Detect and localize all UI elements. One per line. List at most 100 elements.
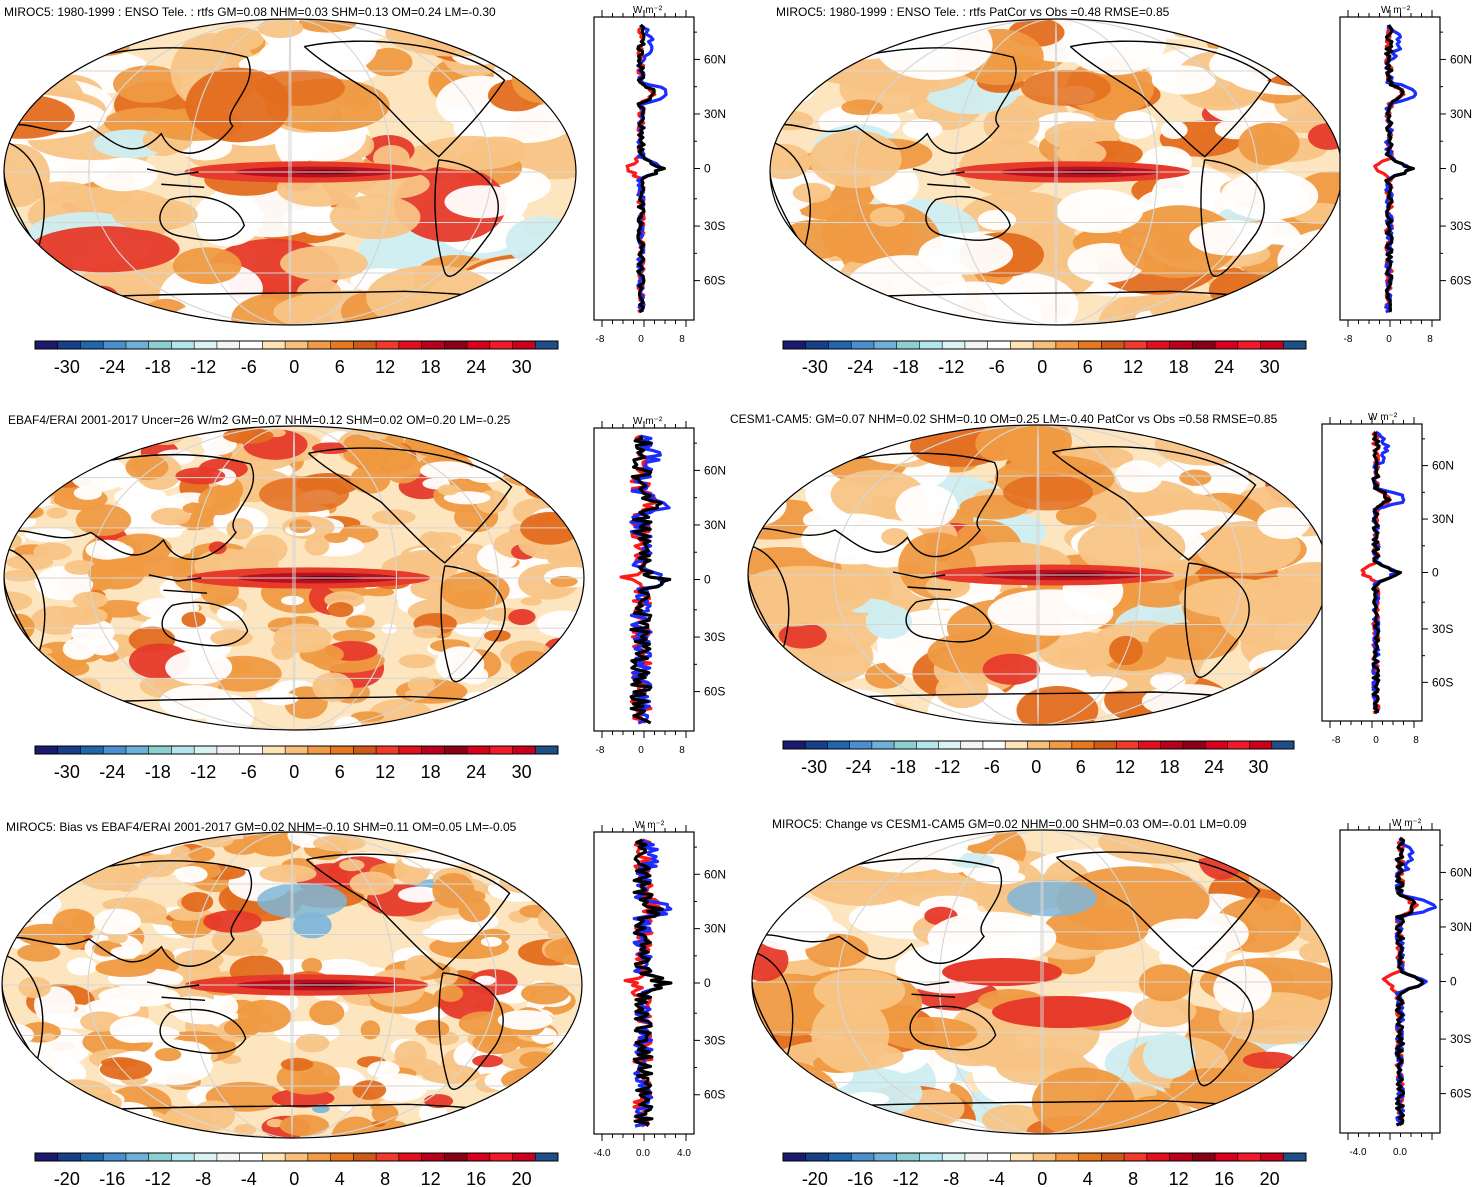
- map-anomaly-cell: [29, 226, 180, 273]
- colorbar-swatch: [353, 746, 377, 754]
- colorbar-swatch: [1283, 341, 1307, 349]
- map-anomaly-cell: [49, 1117, 124, 1138]
- colorbar-label: -6: [989, 357, 1005, 377]
- map-anomaly-cell: [427, 426, 501, 446]
- map-anomaly-cell: [983, 103, 1040, 147]
- colorbar-label: -20: [54, 1169, 80, 1187]
- map-anomaly-cell: [1221, 171, 1319, 220]
- map-anomaly-cell: [98, 985, 180, 1007]
- map-anomaly-cell: [49, 297, 126, 325]
- colorbar-swatch: [330, 746, 354, 754]
- map-anomaly-cell: [78, 859, 144, 891]
- colorbar-label: 12: [1169, 1169, 1189, 1187]
- map-anomaly-cell: [500, 454, 564, 488]
- map-anomaly-cell: [489, 40, 534, 61]
- colorbar-6: -20 -16 -12 -8 -4 0 4 8 12 16 20: [782, 1152, 1307, 1187]
- map-anomaly-cell: [3, 840, 40, 852]
- zonal-profile-5: W m⁻² -4.0 0.0 4.0 60N 30N 0 30S 60S: [593, 820, 726, 1159]
- map-anomaly-cell: [1250, 666, 1290, 689]
- map-anomaly-cell: [88, 1113, 127, 1135]
- colorbar-swatch: [467, 341, 491, 349]
- map-anomaly-cell: [505, 216, 576, 267]
- map-anomaly-cell: [75, 504, 132, 536]
- colorbar-swatch: [398, 1153, 422, 1161]
- colorbar-swatch: [421, 341, 445, 349]
- colorbar-swatch: [987, 341, 1011, 349]
- north-pacific-anomaly: [255, 69, 345, 106]
- colorbar-swatch: [805, 341, 829, 349]
- map-anomaly-cell: [85, 285, 119, 309]
- map-anomaly-cell: [150, 507, 191, 526]
- map-anomaly-cell: [778, 622, 827, 649]
- map-anomaly-cell: [203, 910, 262, 933]
- colorbar-label: 6: [335, 762, 345, 782]
- map-anomaly-cell: [536, 713, 584, 730]
- colorbar-swatch: [330, 1153, 354, 1161]
- colorbar-swatch: [285, 341, 309, 349]
- colorbar-swatch: [444, 1153, 468, 1161]
- map-anomaly-cell: [481, 700, 535, 721]
- map-anomaly-cell: [489, 698, 540, 720]
- colorbar-swatch: [535, 746, 559, 754]
- map-anomaly-cell: [329, 195, 421, 240]
- map-anomaly-cell: [4, 434, 39, 466]
- profile-lat-label: 60N: [704, 463, 726, 477]
- profile-lat-label: 60N: [704, 52, 726, 66]
- colorbar-2: -30 -24 -18 -12 -6 0 6 12 18 24 30: [782, 340, 1307, 377]
- map-anomaly-cell: [865, 604, 913, 639]
- map-anomaly-cell: [88, 557, 145, 590]
- map-anomaly-cell: [181, 892, 214, 913]
- profile-xtick-label: 0.0: [636, 1148, 650, 1159]
- colorbar-swatch: [262, 341, 286, 349]
- profile-lat-label: 30S: [1450, 1032, 1471, 1046]
- colorbar-label: 6: [1083, 357, 1093, 377]
- colorbar-label: -4: [989, 1169, 1005, 1187]
- map-anomaly-cell: [352, 1080, 387, 1100]
- colorbar-swatch: [1124, 341, 1148, 349]
- profile-lat-label: 30S: [704, 630, 725, 644]
- map-anomaly-cell: [350, 711, 384, 723]
- colorbar-swatch: [103, 1153, 127, 1161]
- panel-title-3: EBAF4/ERAI 2001-2017 Uncer=26 W/m2 GM=0.…: [8, 413, 511, 427]
- profile-line-black: [1394, 836, 1425, 1127]
- map-anomaly-cell: [442, 832, 468, 845]
- colorbar-swatch: [851, 341, 875, 349]
- map-anomaly-cell: [499, 1113, 533, 1137]
- map-anomaly-cell: [748, 575, 837, 627]
- profile-line-red: [619, 434, 658, 724]
- map-anomaly-cell: [289, 519, 312, 534]
- map-anomaly-cell: [4, 569, 38, 582]
- map-anomaly-cell: [977, 209, 1017, 231]
- graticule: [748, 425, 1328, 725]
- map-anomaly-cell: [57, 660, 90, 676]
- map-anomaly-cell: [801, 273, 849, 298]
- map-anomaly-cell: [759, 434, 845, 489]
- map-anomaly-cell: [94, 451, 110, 463]
- colorbar-label: -8: [943, 1169, 959, 1187]
- map-anomaly-cell: [1134, 1095, 1176, 1112]
- colorbar-swatch: [1005, 741, 1028, 749]
- map-anomaly-cell: [2, 1078, 30, 1102]
- colorbar-label: -12: [938, 357, 964, 377]
- colorbar-label: -18: [145, 762, 171, 782]
- colorbar-swatch: [1227, 741, 1250, 749]
- map-anomaly-cell: [73, 486, 103, 500]
- map-anomaly-cell: [349, 871, 395, 896]
- map-frame: [751, 829, 1333, 1135]
- colorbar-1: -30 -24 -18 -12 -6 0 6 12 18 24 30: [34, 340, 559, 377]
- colorbar-label: 0: [1037, 1169, 1047, 1187]
- map-panel-6: [751, 829, 1333, 1135]
- colorbar-label: 4: [335, 1169, 345, 1187]
- colorbar-label: 24: [1204, 757, 1224, 777]
- map-anomaly-cell: [1305, 837, 1332, 854]
- colorbar-swatch: [216, 746, 240, 754]
- colorbar-swatch: [57, 341, 81, 349]
- map-anomaly-cell: [175, 865, 208, 883]
- map-frame: [1, 831, 583, 1139]
- map-anomaly-cell: [1147, 918, 1224, 949]
- map-anomaly-cell: [45, 1079, 113, 1110]
- colorbar-label: 30: [512, 357, 532, 377]
- map-anomaly-cell: [1198, 838, 1245, 880]
- map-anomaly-cell: [469, 432, 503, 447]
- colorbar-swatch: [307, 746, 331, 754]
